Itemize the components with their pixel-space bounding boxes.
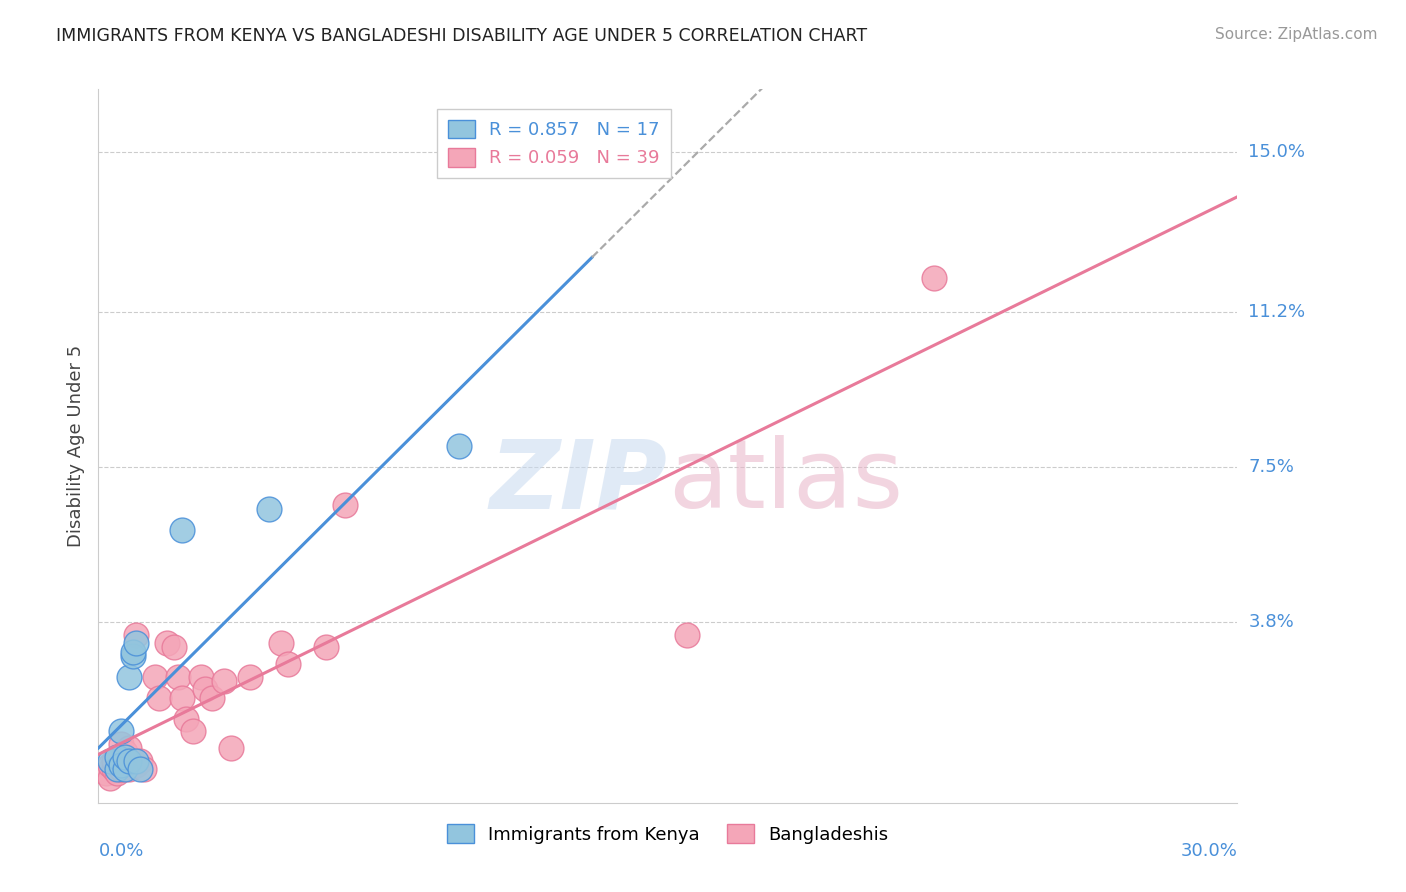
Text: 15.0%: 15.0% bbox=[1249, 143, 1305, 161]
Point bbox=[103, 762, 125, 776]
Point bbox=[114, 762, 136, 776]
Point bbox=[449, 439, 471, 453]
Point bbox=[156, 636, 179, 650]
Point bbox=[190, 670, 212, 684]
Point bbox=[201, 690, 224, 705]
Point bbox=[129, 762, 152, 776]
Point bbox=[118, 670, 141, 684]
Point bbox=[110, 737, 132, 751]
Point bbox=[145, 670, 167, 684]
Point bbox=[114, 749, 136, 764]
Point bbox=[107, 762, 129, 776]
Point bbox=[270, 636, 292, 650]
Point bbox=[107, 766, 129, 780]
Text: Source: ZipAtlas.com: Source: ZipAtlas.com bbox=[1215, 27, 1378, 42]
Point bbox=[125, 754, 148, 768]
Point bbox=[335, 498, 357, 512]
Text: 3.8%: 3.8% bbox=[1249, 614, 1294, 632]
Point bbox=[170, 690, 193, 705]
Point bbox=[315, 640, 337, 655]
Point bbox=[107, 749, 129, 764]
Text: atlas: atlas bbox=[668, 435, 903, 528]
Point bbox=[132, 762, 155, 776]
Point bbox=[94, 766, 117, 780]
Point bbox=[239, 670, 262, 684]
Point bbox=[98, 758, 121, 772]
Point bbox=[121, 645, 143, 659]
Point bbox=[170, 523, 193, 537]
Point bbox=[129, 754, 152, 768]
Point bbox=[125, 628, 148, 642]
Point bbox=[259, 502, 281, 516]
Point bbox=[174, 712, 197, 726]
Text: 11.2%: 11.2% bbox=[1249, 302, 1306, 321]
Point bbox=[167, 670, 190, 684]
Point bbox=[118, 741, 141, 756]
Text: 30.0%: 30.0% bbox=[1181, 842, 1237, 860]
Point bbox=[125, 636, 148, 650]
Text: 7.5%: 7.5% bbox=[1249, 458, 1295, 476]
Point bbox=[212, 674, 235, 689]
Point bbox=[221, 741, 243, 756]
Point bbox=[121, 648, 143, 663]
Point bbox=[98, 771, 121, 785]
Text: 0.0%: 0.0% bbox=[98, 842, 143, 860]
Y-axis label: Disability Age Under 5: Disability Age Under 5 bbox=[66, 345, 84, 547]
Point bbox=[922, 271, 945, 285]
Point bbox=[114, 746, 136, 760]
Point bbox=[110, 762, 132, 776]
Point bbox=[98, 754, 121, 768]
Text: ZIP: ZIP bbox=[489, 435, 668, 528]
Point bbox=[118, 762, 141, 776]
Point bbox=[114, 758, 136, 772]
Point bbox=[194, 682, 217, 697]
Text: IMMIGRANTS FROM KENYA VS BANGLADESHI DISABILITY AGE UNDER 5 CORRELATION CHART: IMMIGRANTS FROM KENYA VS BANGLADESHI DIS… bbox=[56, 27, 868, 45]
Point bbox=[121, 754, 143, 768]
Point bbox=[277, 657, 299, 672]
Point bbox=[148, 690, 170, 705]
Point bbox=[676, 628, 699, 642]
Point bbox=[110, 758, 132, 772]
Legend: Immigrants from Kenya, Bangladeshis: Immigrants from Kenya, Bangladeshis bbox=[440, 817, 896, 851]
Point bbox=[107, 749, 129, 764]
Point bbox=[163, 640, 186, 655]
Point bbox=[103, 754, 125, 768]
Point bbox=[110, 762, 132, 776]
Point bbox=[110, 724, 132, 739]
Point bbox=[183, 724, 205, 739]
Point bbox=[118, 754, 141, 768]
Point bbox=[125, 758, 148, 772]
